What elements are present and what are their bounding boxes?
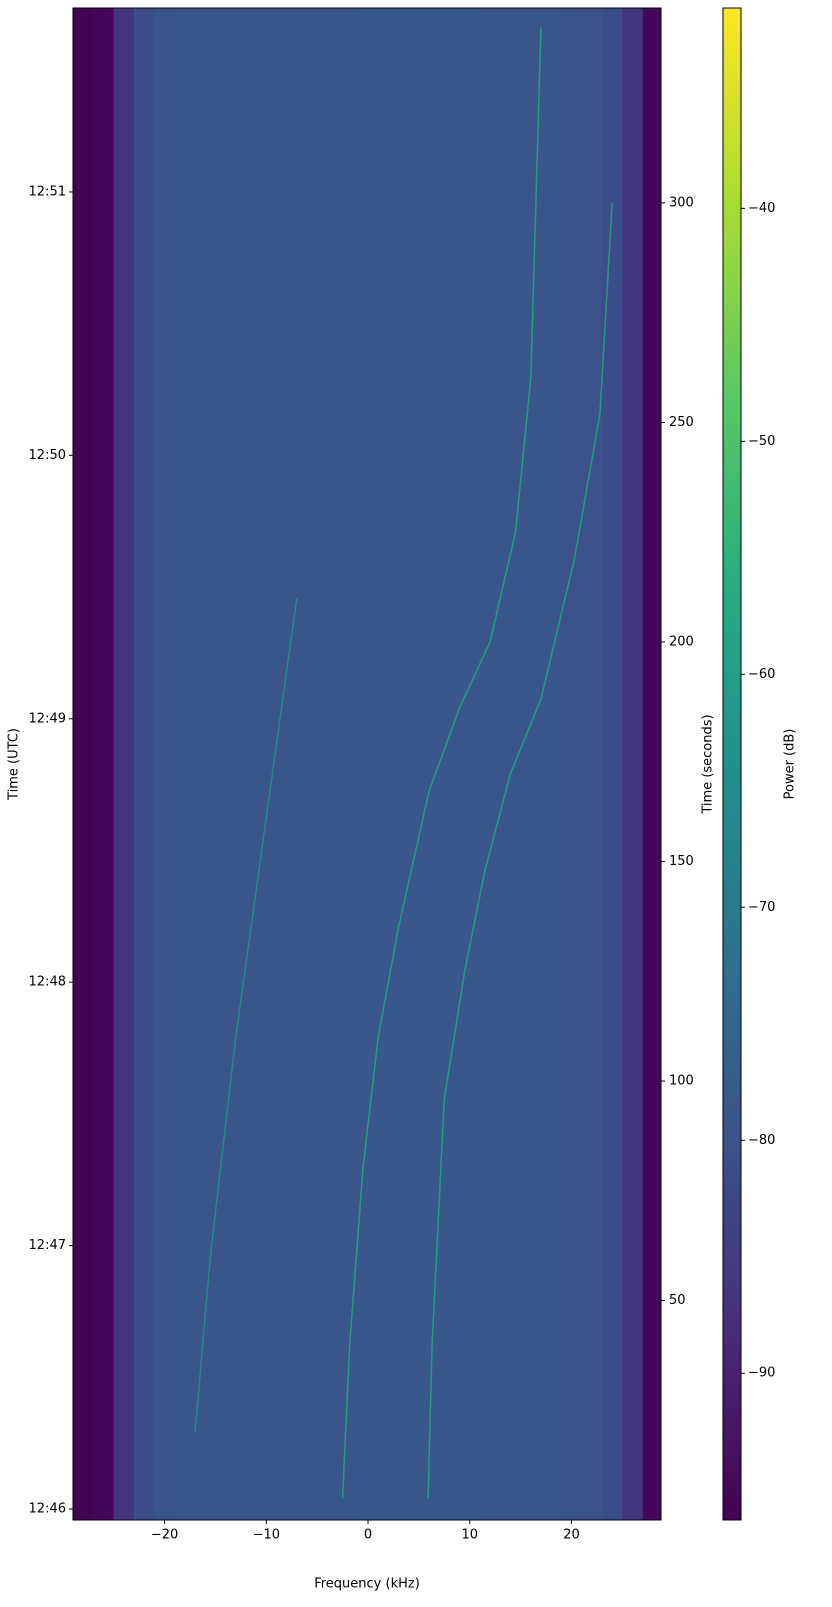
y-tick-label: 12:48 (29, 975, 66, 990)
power-band (500, 8, 522, 1520)
power-band (418, 8, 440, 1520)
power-band (215, 8, 237, 1520)
colorbar-tick-label: −40 (748, 201, 775, 216)
x-tick-label: 0 (364, 1528, 372, 1543)
y-tick-label: 12:47 (29, 1238, 66, 1253)
power-band (357, 8, 379, 1520)
power-band (134, 8, 155, 1520)
power-band (378, 8, 400, 1520)
colorbar-tick-label: −60 (748, 667, 775, 682)
power-band (479, 8, 501, 1520)
power-band (337, 8, 359, 1520)
y2-tick-label: 250 (669, 415, 694, 430)
signal-track (341, 27, 542, 1499)
colorbar-tick-label: −80 (748, 1133, 775, 1148)
plot-frame (72, 7, 662, 1521)
signal-track (427, 202, 613, 1499)
x-tick-label: −10 (253, 1528, 280, 1543)
y2-tick-label: 50 (669, 1293, 686, 1308)
signal-track (194, 597, 298, 1433)
y-tick-label: 12:46 (29, 1502, 66, 1517)
colorbar (722, 7, 742, 1521)
x-tick-label: −20 (151, 1528, 178, 1543)
y2-axis-label: Time (seconds) (701, 714, 716, 814)
power-band (154, 8, 176, 1520)
power-band (398, 8, 420, 1520)
x-tick-label: 10 (461, 1528, 478, 1543)
power-band (581, 8, 603, 1520)
power-band (195, 8, 216, 1520)
colorbar-tick-label: −70 (748, 900, 775, 915)
power-band (540, 8, 562, 1520)
power-band (622, 8, 644, 1520)
power-band (601, 8, 623, 1520)
power-band (113, 8, 135, 1520)
colorbar-tick-label: −90 (748, 1366, 775, 1381)
y2-tick-label: 100 (669, 1073, 694, 1088)
power-band (296, 8, 318, 1520)
power-band (235, 8, 257, 1520)
colorbar-label: Power (dB) (783, 729, 798, 800)
power-band (520, 8, 542, 1520)
power-band (174, 8, 196, 1520)
y2-tick-label: 300 (669, 195, 694, 210)
colorbar-tick-label: −50 (748, 434, 775, 449)
power-band (642, 8, 661, 1520)
y-axis-label: Time (UTC) (7, 728, 22, 801)
power-band (561, 8, 583, 1520)
y2-tick-label: 150 (669, 854, 694, 869)
power-band (439, 8, 461, 1520)
spectrogram (73, 8, 661, 1520)
power-band (317, 8, 338, 1520)
power-band (256, 8, 277, 1520)
y2-tick-label: 200 (669, 634, 694, 649)
power-band (276, 8, 298, 1520)
power-band (93, 8, 115, 1520)
power-band (73, 8, 94, 1520)
x-tick-label: 20 (563, 1528, 580, 1543)
y-tick-label: 12:50 (29, 448, 66, 463)
power-band (459, 8, 481, 1520)
y-tick-label: 12:49 (29, 711, 66, 726)
y-tick-label: 12:51 (29, 184, 66, 199)
x-axis-label: Frequency (kHz) (314, 1577, 420, 1592)
